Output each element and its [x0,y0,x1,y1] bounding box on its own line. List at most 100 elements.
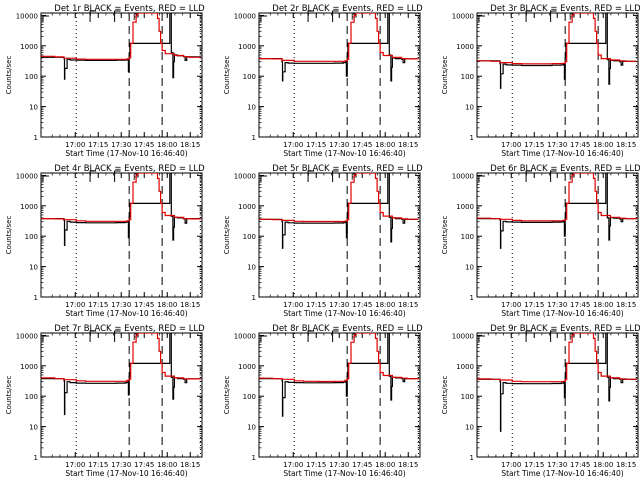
y-tick-label: 1000 [238,203,256,211]
time-bracket-marker [89,170,97,182]
y-tick-label: 10 [247,424,256,432]
start-bracket-marker [42,15,49,22]
plot-panel-5: Det 5r BLACK = Events, RED = LLD Counts/s… [223,164,423,318]
y-tick-label: 100 [243,233,256,241]
x-tick-label: 17:00 [283,301,303,309]
plot-title: Det 2r BLACK = Events, RED = LLD [272,4,423,14]
time-bracket-marker [307,330,315,342]
x-tick-label: 17:15 [306,461,326,469]
y-tick-label: 1000 [238,43,256,51]
x-tick-label: 17:15 [306,301,326,309]
x-tick-label: 17:45 [570,301,590,309]
y-axis-label: Counts/sec [441,376,449,415]
plot-panel-7: Det 7r BLACK = Events, RED = LLD Counts/s… [5,324,205,478]
time-bracket-marker [114,330,121,342]
time-bracket-marker [89,10,97,22]
plot-panel-9: Det 9r BLACK = Events, RED = LLD Counts/s… [441,324,640,478]
x-axis-label: Start Time (17-Nov-10 16:46:40) [65,309,187,318]
start-bracket-marker [42,175,49,182]
x-tick-label: 18:15 [616,461,636,469]
x-tick-label: 17:45 [134,141,154,149]
time-bracket-marker [550,330,557,342]
plot-title: Det 8r BLACK = Events, RED = LLD [272,324,423,334]
x-tick-label: 18:15 [398,301,418,309]
x-tick-label: 17:15 [88,141,108,149]
series-line-events [259,173,419,249]
x-tick-label: 17:45 [134,301,154,309]
y-axis-label: Counts/sec [441,56,449,95]
x-tick-label: 18:15 [398,141,418,149]
x-tick-label: 18:00 [157,301,177,309]
y-tick-label: 100 [243,73,256,81]
time-bracket-marker [525,170,533,182]
time-bracket-marker [550,10,557,22]
x-axis-label: Start Time (17-Nov-10 16:46:40) [283,309,405,318]
y-tick-label: 10000 [16,172,38,180]
time-bracket-marker [307,170,315,182]
x-axis-label: Start Time (17-Nov-10 16:46:40) [501,469,623,478]
y-axis-label: Counts/sec [223,216,231,255]
plot-panel-3: Det 3r BLACK = Events, RED = LLD Counts/s… [441,4,640,158]
time-bracket-marker [332,170,339,182]
x-tick-label: 17:15 [524,461,544,469]
plot-title: Det 5r BLACK = Events, RED = LLD [272,164,423,174]
y-tick-label: 10000 [234,12,256,20]
x-tick-label: 17:30 [111,461,131,469]
x-tick-label: 17:00 [501,141,521,149]
series-line-events [477,13,637,89]
x-tick-label: 17:00 [501,301,521,309]
x-axis-label: Start Time (17-Nov-10 16:46:40) [501,309,623,318]
x-tick-label: 17:45 [134,461,154,469]
plot-panel-8: Det 8r BLACK = Events, RED = LLD Counts/s… [223,324,423,478]
x-tick-label: 18:15 [180,301,200,309]
y-tick-label: 1 [252,294,256,302]
y-tick-label: 10 [29,104,38,112]
series-line-events [477,173,637,249]
x-tick-label: 18:00 [375,141,395,149]
y-tick-label: 10000 [452,12,474,20]
start-bracket-marker [260,15,267,22]
x-tick-label: 17:00 [65,461,85,469]
x-tick-label: 18:15 [398,461,418,469]
x-tick-label: 17:30 [329,141,349,149]
time-bracket-marker [307,10,315,22]
y-tick-label: 1 [470,454,474,462]
time-bracket-marker [114,10,121,22]
x-tick-label: 17:00 [283,461,303,469]
x-tick-label: 17:00 [65,301,85,309]
plot-title: Det 4r BLACK = Events, RED = LLD [54,164,205,174]
x-tick-label: 17:45 [570,141,590,149]
x-tick-label: 17:30 [547,301,567,309]
series-line-lld [41,13,201,60]
y-tick-label: 100 [25,393,38,401]
y-tick-label: 1 [470,134,474,142]
series-line-events [41,173,201,246]
x-tick-label: 18:15 [616,141,636,149]
x-tick-label: 17:15 [88,461,108,469]
y-axis-label: Counts/sec [5,216,13,255]
series-line-events [41,13,202,80]
y-tick-label: 1 [34,134,38,142]
series-line-lld [41,173,202,222]
series-line-lld [259,333,420,383]
y-tick-label: 1000 [238,363,256,371]
x-tick-label: 17:15 [524,301,544,309]
y-tick-label: 1 [34,294,38,302]
x-tick-label: 17:30 [111,141,131,149]
y-tick-label: 10000 [452,332,474,340]
y-tick-label: 1 [34,454,38,462]
y-tick-label: 10000 [16,12,38,20]
x-tick-label: 17:15 [524,141,544,149]
y-tick-label: 10000 [234,332,256,340]
y-axis-label: Counts/sec [223,376,231,415]
x-tick-label: 17:30 [329,301,349,309]
x-axis-label: Start Time (17-Nov-10 16:46:40) [283,149,405,158]
plot-title: Det 9r BLACK = Events, RED = LLD [490,324,640,334]
y-tick-label: 100 [461,393,474,401]
x-tick-label: 17:45 [352,141,372,149]
x-tick-label: 17:00 [65,141,85,149]
y-axis-label: Counts/sec [441,216,449,255]
time-bracket-marker [550,170,557,182]
y-tick-label: 10000 [234,172,256,180]
